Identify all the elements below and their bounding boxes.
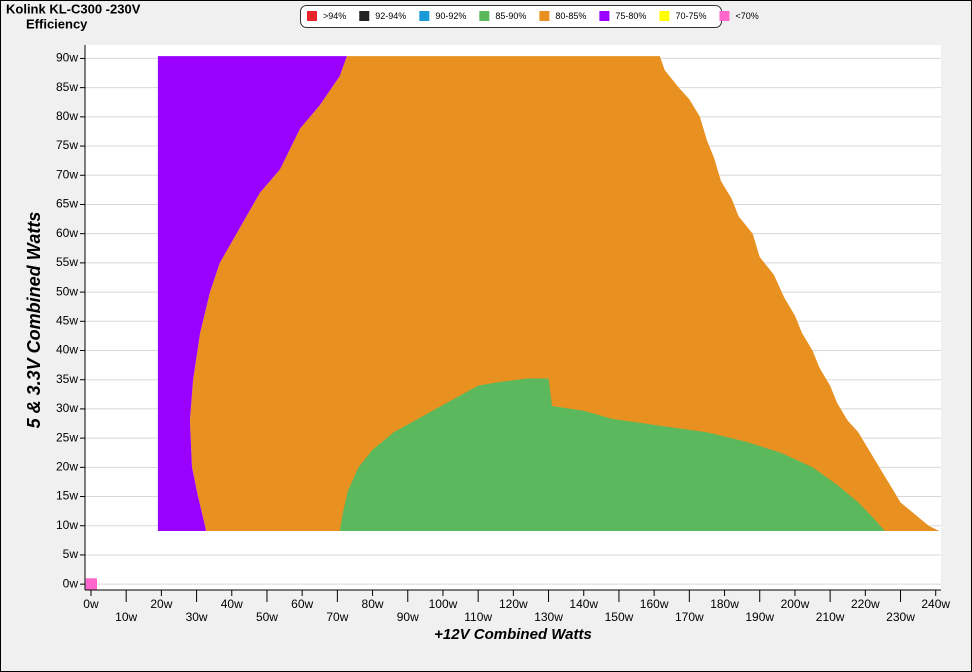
legend-label: 85-90% — [495, 11, 526, 21]
x-tick-label: 170w — [675, 610, 704, 624]
x-tick-label: 20w — [150, 597, 172, 611]
x-tick-label: 80w — [362, 597, 384, 611]
x-tick-label: 50w — [256, 610, 278, 624]
x-tick-label: 230w — [886, 610, 915, 624]
x-tick-label: 100w — [429, 597, 458, 611]
y-tick-label: 5w — [63, 547, 79, 561]
y-tick-label: 30w — [56, 401, 78, 415]
x-tick-label: 130w — [534, 610, 563, 624]
y-tick-label: 90w — [56, 51, 78, 65]
legend-label: >94% — [323, 11, 346, 21]
chart-subtitle: Efficiency — [26, 16, 88, 31]
x-tick-label: 140w — [569, 597, 598, 611]
x-tick-label: 200w — [781, 597, 810, 611]
legend-label: 75-80% — [615, 11, 646, 21]
legend-swatch — [599, 11, 610, 21]
y-tick-label: 35w — [56, 372, 78, 386]
legend-swatch — [719, 11, 730, 21]
y-axis-title: 5 & 3.3V Combined Watts — [24, 212, 44, 429]
legend-label: <70% — [735, 11, 758, 21]
legend-swatch — [419, 11, 430, 21]
chart-title: Kolink KL-C300 -230V — [6, 1, 141, 16]
x-tick-label: 190w — [745, 610, 774, 624]
y-tick-label: 15w — [56, 489, 78, 503]
x-tick-label: 160w — [640, 597, 669, 611]
y-tick-label: 10w — [56, 518, 78, 532]
legend-swatch — [479, 11, 490, 21]
y-tick-label: 75w — [56, 138, 78, 152]
x-tick-label: 10w — [115, 610, 137, 624]
legend-label: 80-85% — [555, 11, 586, 21]
regions — [85, 56, 940, 590]
x-tick-label: 40w — [221, 597, 243, 611]
x-tick-label: 60w — [291, 597, 313, 611]
efficiency-region — [157, 56, 347, 531]
legend-label: 90-92% — [435, 11, 466, 21]
x-tick-label: 120w — [499, 597, 528, 611]
axes: 0w 5w 10w 15w 20w 25w 30w 35w 40w 45w 50w 55w 60w 65w… — [56, 45, 950, 624]
x-axis-title: +12V Combined Watts — [434, 626, 592, 643]
x-tick-label: 240w — [921, 597, 950, 611]
x-tick-label: 150w — [605, 610, 634, 624]
y-tick-label: 60w — [56, 226, 78, 240]
legend-label: 70-75% — [675, 11, 706, 21]
x-tick-label: 110w — [464, 610, 492, 624]
x-tick-label: 0w — [83, 597, 99, 611]
x-tick-label: 220w — [851, 597, 880, 611]
legend-swatch — [539, 11, 550, 21]
efficiency-region — [85, 578, 97, 590]
y-tick-label: 45w — [56, 313, 78, 327]
y-tick-label: 40w — [56, 343, 78, 357]
y-tick-label: 70w — [56, 167, 78, 181]
y-tick-label: 65w — [56, 197, 78, 211]
x-tick-label: 210w — [816, 610, 845, 624]
efficiency-region — [189, 56, 940, 531]
x-tick-label: 30w — [186, 610, 208, 624]
legend-label: 92-94% — [375, 11, 406, 21]
y-tick-label: 80w — [56, 109, 78, 123]
legend-swatch — [359, 11, 370, 21]
efficiency-region — [339, 378, 885, 531]
y-tick-label: 85w — [56, 80, 78, 94]
y-tick-label: 20w — [56, 460, 78, 474]
y-tick-label: 55w — [56, 255, 78, 269]
legend-swatch — [307, 11, 317, 21]
legend-swatch — [659, 11, 670, 21]
x-tick-label: 180w — [710, 597, 739, 611]
y-tick-label: 0w — [63, 576, 79, 590]
y-tick-label: 25w — [56, 430, 78, 444]
x-tick-label: 70w — [326, 610, 348, 624]
y-tick-label: 50w — [56, 284, 78, 298]
x-tick-label: 90w — [397, 610, 419, 624]
